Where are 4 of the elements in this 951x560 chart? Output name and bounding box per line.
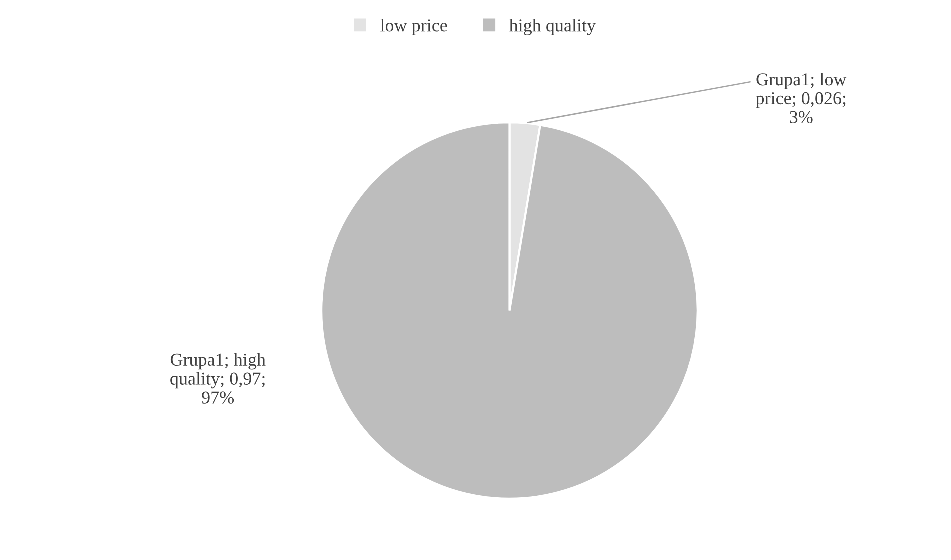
data-label: Grupa1; high quality; 0,97; 97% <box>170 353 266 404</box>
data-label: Grupa1; low price; 0,026; 3% <box>756 72 847 124</box>
legend-label: high quality <box>509 19 596 36</box>
legend-label: low price <box>380 19 448 36</box>
